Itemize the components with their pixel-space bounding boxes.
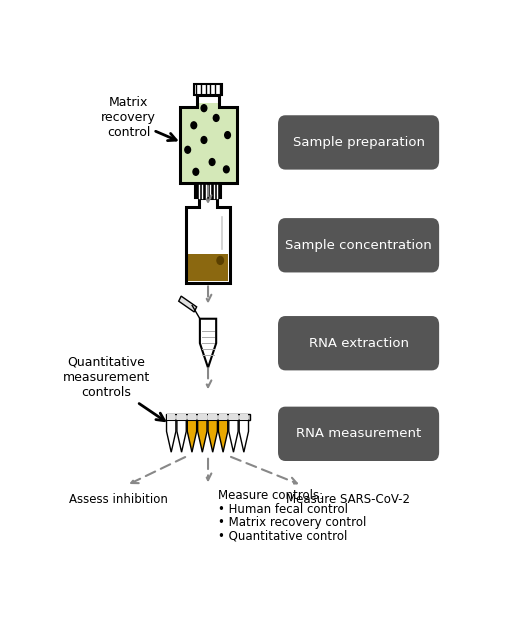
Polygon shape (239, 420, 248, 452)
Bar (188, 415, 196, 420)
Bar (167, 415, 175, 420)
Bar (198, 415, 207, 420)
Bar (194, 84, 222, 95)
Polygon shape (218, 420, 228, 452)
Polygon shape (166, 420, 176, 452)
Bar (219, 415, 227, 420)
Text: • Matrix recovery control: • Matrix recovery control (218, 516, 366, 529)
Polygon shape (188, 254, 228, 281)
FancyBboxPatch shape (278, 316, 439, 370)
Polygon shape (177, 420, 186, 452)
Circle shape (224, 166, 229, 173)
Polygon shape (188, 209, 228, 282)
Text: Sample concentration: Sample concentration (285, 238, 432, 252)
FancyBboxPatch shape (278, 406, 439, 461)
Text: Quantitative
measurement
controls: Quantitative measurement controls (62, 356, 150, 399)
Circle shape (201, 105, 207, 111)
Bar (229, 415, 238, 420)
Circle shape (213, 114, 219, 121)
Bar (166, 414, 250, 420)
Polygon shape (200, 319, 216, 368)
Circle shape (217, 256, 224, 265)
Bar (177, 415, 186, 420)
Polygon shape (180, 103, 236, 183)
Bar (208, 415, 217, 420)
Polygon shape (208, 420, 217, 452)
Text: • Human fecal control: • Human fecal control (218, 503, 348, 516)
Bar (195, 185, 221, 198)
Bar (239, 415, 248, 420)
Circle shape (185, 146, 191, 153)
Polygon shape (197, 420, 207, 452)
Polygon shape (187, 420, 197, 452)
Text: RNA measurement: RNA measurement (296, 427, 421, 440)
Circle shape (201, 137, 207, 143)
Circle shape (193, 169, 198, 176)
Polygon shape (178, 296, 197, 312)
Text: Measure controls:: Measure controls: (218, 488, 323, 502)
Text: Sample preparation: Sample preparation (292, 136, 425, 149)
Text: Measure SARS-CoV-2: Measure SARS-CoV-2 (287, 494, 411, 506)
Circle shape (191, 122, 197, 128)
FancyBboxPatch shape (278, 115, 439, 170)
Circle shape (225, 132, 230, 139)
Text: RNA extraction: RNA extraction (309, 336, 408, 350)
Text: Matrix
recovery
control: Matrix recovery control (101, 97, 156, 139)
Text: • Quantitative control: • Quantitative control (218, 529, 348, 542)
Polygon shape (229, 420, 238, 452)
Circle shape (209, 158, 215, 165)
Text: Assess inhibition: Assess inhibition (69, 494, 168, 506)
FancyBboxPatch shape (278, 218, 439, 272)
